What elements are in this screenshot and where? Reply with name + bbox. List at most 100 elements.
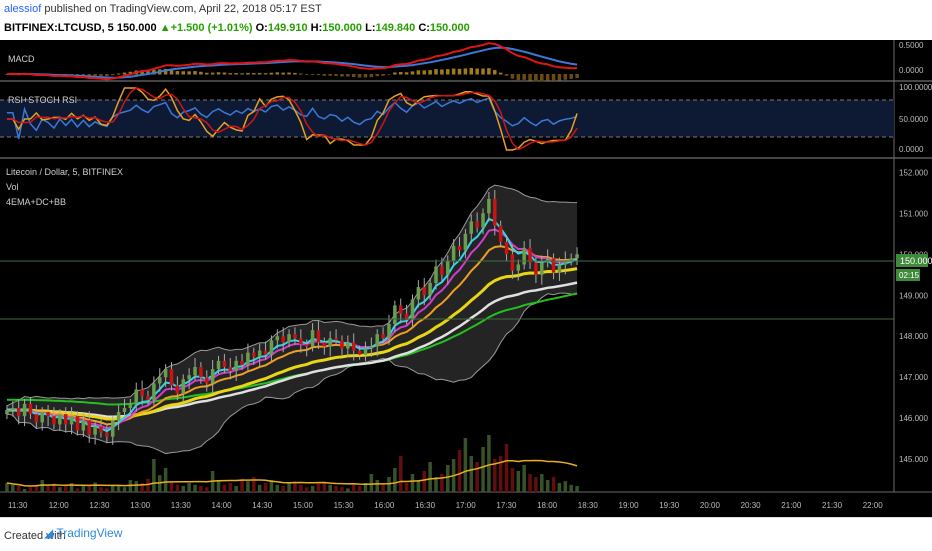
volume-bar	[11, 484, 15, 492]
macd-histogram-bar	[193, 71, 197, 75]
volume-bar	[28, 487, 33, 492]
price-tick: 147.000	[899, 373, 928, 382]
volume-bar	[434, 477, 438, 492]
volume-bar	[58, 487, 62, 492]
candle-body	[263, 350, 268, 355]
volume-bar	[304, 487, 309, 492]
volume-bar	[540, 474, 544, 492]
volume-bar	[81, 484, 86, 492]
candle-body	[351, 342, 356, 351]
volume-bar	[545, 480, 550, 492]
volume-bar	[187, 483, 191, 492]
volume-bar	[228, 483, 233, 492]
candle-body	[569, 258, 573, 261]
macd-histogram-bar	[269, 72, 274, 75]
high-value: 150.000	[322, 22, 363, 34]
candle-body	[275, 336, 280, 341]
candle-body	[228, 366, 233, 372]
macd-histogram-bar	[99, 74, 103, 76]
macd-histogram-bar	[287, 72, 291, 75]
volume-bar	[216, 480, 221, 492]
price-tick: 146.000	[899, 414, 928, 423]
volume-bar	[299, 484, 303, 492]
price-badge-bg	[896, 254, 928, 267]
macd-histogram-bar	[316, 74, 321, 76]
macd-histogram-bar	[351, 74, 356, 78]
time-tick: 12:30	[89, 501, 110, 510]
volume-bar	[93, 482, 97, 492]
candle-body	[457, 246, 462, 251]
macd-tick: 0.5000	[899, 41, 924, 50]
chart-svg[interactable]: MACD RSI+STOCH RSI Litecoin / Dollar, 5,…	[0, 40, 932, 517]
volume-bar	[422, 471, 427, 492]
volume-bar	[234, 486, 238, 492]
volume-bar	[193, 484, 197, 492]
candle-body	[34, 414, 39, 423]
candle-body	[310, 330, 315, 347]
candle-body	[322, 342, 327, 347]
axis-labels: 11:30 12:00 12:30 13:00 13:30 14:00 14:30 15:00…	[8, 41, 932, 510]
macd-histogram-bar	[322, 74, 327, 76]
volume-bar	[5, 483, 9, 492]
candle-body	[11, 407, 15, 411]
candle-body	[199, 366, 203, 378]
volume-bar	[322, 483, 327, 492]
high-label: H:	[310, 22, 323, 34]
candle-body	[369, 346, 374, 349]
time-tick: 18:30	[578, 501, 599, 510]
tradingview-brand[interactable]: ◢ TradingView	[44, 526, 122, 540]
candle-body	[52, 416, 56, 425]
macd-histogram-bar	[146, 70, 150, 75]
time-tick: 22:00	[863, 501, 884, 510]
chart-header: alessiof published on TradingView.com, A…	[0, 0, 932, 40]
candle-body	[105, 432, 109, 437]
rsi-plot	[6, 87, 578, 151]
macd-histogram-bar	[246, 72, 250, 75]
volume-bar	[551, 477, 556, 492]
author-link[interactable]: alessiof	[4, 3, 42, 15]
volume-bar	[46, 486, 50, 492]
candle-body	[75, 416, 80, 431]
macd-histogram-bar	[481, 68, 485, 75]
candle-body	[252, 352, 256, 357]
volume-bar	[457, 450, 462, 492]
close-value: 150.000	[429, 22, 470, 34]
time-tick: 14:30	[252, 501, 273, 510]
volume-bar	[269, 480, 274, 492]
macd-histogram-bar	[187, 71, 191, 75]
volume-bar	[516, 471, 521, 492]
volume-bar	[463, 438, 468, 492]
volume-bar	[369, 474, 374, 492]
candle-body	[510, 254, 515, 271]
volume-bar	[469, 456, 474, 492]
volume-bar	[351, 484, 356, 492]
candle-body	[58, 414, 62, 425]
publish-line: alessiof published on TradingView.com, A…	[4, 3, 322, 15]
chart-area[interactable]: MACD RSI+STOCH RSI Litecoin / Dollar, 5,…	[0, 40, 932, 517]
volume-bar	[498, 456, 503, 492]
macd-histogram-bar	[128, 71, 133, 75]
volume-bar	[140, 483, 144, 492]
candle-body	[181, 379, 186, 394]
macd-histogram-bar	[551, 74, 556, 81]
macd-histogram-bar	[528, 74, 532, 81]
volume-bar	[34, 484, 39, 492]
macd-label: MACD	[8, 54, 35, 64]
volume-bar	[152, 459, 156, 492]
time-tick: 13:30	[171, 501, 192, 510]
ema-line	[6, 228, 578, 430]
macd-histogram-bar	[428, 70, 432, 75]
macd-histogram-bar	[252, 73, 256, 75]
candle-body	[334, 338, 338, 341]
macd-histogram-bar	[569, 74, 573, 79]
candle-body	[487, 198, 491, 214]
volume-bar	[340, 487, 344, 492]
candle-body	[534, 262, 538, 275]
close-label: C:	[418, 22, 430, 34]
macd-histogram-bar	[557, 74, 562, 81]
candle-body	[516, 264, 521, 271]
candle-body	[451, 246, 456, 261]
macd-histogram-bar	[310, 73, 315, 75]
macd-histogram-bar	[205, 72, 209, 75]
volume-bar	[252, 477, 256, 492]
